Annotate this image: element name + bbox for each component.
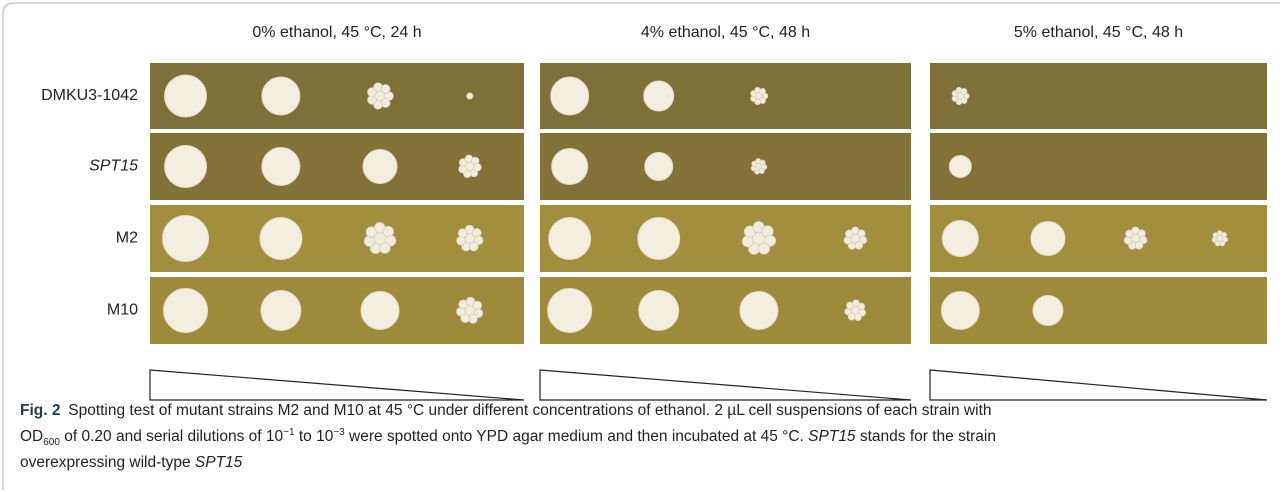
- yeast-spot: [361, 292, 399, 330]
- caption-text: stands for the strain: [856, 428, 996, 445]
- column-header: 0% ethanol, 45 °C, 24 h: [252, 24, 421, 41]
- row-label: SPT15: [89, 158, 138, 175]
- yeast-spot: [164, 289, 208, 333]
- yeast-colony: [762, 164, 767, 169]
- yeast-spot: [740, 292, 778, 330]
- column-header: 5% ethanol, 45 °C, 48 h: [1014, 24, 1183, 41]
- yeast-spot: [941, 292, 979, 330]
- yeast-colony: [855, 242, 863, 250]
- yeast-spot: [645, 153, 673, 181]
- yeast-spot: [163, 216, 209, 262]
- yeast-colony: [381, 84, 390, 93]
- yeast-spot: [165, 75, 207, 117]
- caption-text: were spotted onto YPD agar medium and th…: [345, 428, 808, 445]
- agar-plate: [540, 133, 911, 200]
- yeast-colony: [961, 88, 967, 94]
- caption-sup: −1: [283, 427, 294, 438]
- yeast-colony: [469, 242, 478, 251]
- yeast-colony: [848, 313, 855, 320]
- caption-label: Fig. 2: [20, 402, 60, 419]
- yeast-colony: [474, 163, 482, 171]
- yeast-spot: [467, 93, 473, 99]
- column-header: 4% ethanol, 45 °C, 48 h: [641, 24, 810, 41]
- yeast-spot: [549, 218, 591, 260]
- yeast-colony: [758, 243, 769, 254]
- yeast-spot: [548, 289, 592, 333]
- yeast-colony: [379, 243, 390, 254]
- dilution-wedge: [150, 370, 524, 400]
- yeast-spot: [638, 218, 680, 260]
- yeast-colony: [1135, 242, 1143, 250]
- yeast-spot: [363, 150, 397, 184]
- caption-text: OD: [20, 428, 43, 445]
- caption-sub: 600: [43, 437, 60, 448]
- caption-sup: −3: [333, 427, 344, 438]
- yeast-colony: [760, 88, 766, 94]
- page: 0% ethanol, 45 °C, 24 h 4% ethanol, 45 °C…: [0, 0, 1282, 492]
- agar-plate: [540, 63, 911, 129]
- yeast-spot: [262, 148, 300, 186]
- caption-text: to 10: [295, 428, 334, 445]
- yeast-spot: [1031, 222, 1065, 256]
- yeast-spot: [1033, 296, 1063, 326]
- caption-text: overexpressing wild-type: [20, 454, 195, 471]
- row-label: M10: [107, 302, 138, 319]
- yeast-spot: [644, 81, 674, 111]
- agar-plate: [930, 63, 1267, 129]
- dilution-wedge: [540, 370, 911, 400]
- yeast-spot: [260, 218, 302, 260]
- yeast-spot: [552, 149, 588, 185]
- row-label: DMKU3-1042: [41, 87, 138, 104]
- yeast-colony: [742, 236, 753, 247]
- caption-text: Spotting test of mutant strains M2 and M…: [68, 402, 991, 419]
- caption: Fig. 2 Spotting test of mutant strains M…: [20, 398, 1270, 476]
- caption-italic: SPT15: [195, 454, 242, 471]
- yeast-colony: [1220, 241, 1225, 246]
- yeast-spot: [262, 77, 300, 115]
- yeast-spot: [942, 221, 978, 257]
- yeast-colony: [461, 314, 470, 323]
- yeast-spot: [551, 77, 589, 115]
- yeast-spot: [949, 156, 971, 178]
- dilution-wedge: [930, 370, 1267, 400]
- caption-italic: SPT15: [808, 428, 855, 445]
- yeast-spot: [261, 291, 301, 331]
- agar-plate: [930, 277, 1267, 344]
- row-label: M2: [116, 230, 138, 247]
- yeast-spot: [165, 146, 207, 188]
- yeast-spot: [639, 291, 679, 331]
- caption-text: of 0.20 and serial dilutions of 10: [60, 428, 283, 445]
- yeast-colony: [364, 236, 375, 247]
- agar-plate: [930, 133, 1267, 200]
